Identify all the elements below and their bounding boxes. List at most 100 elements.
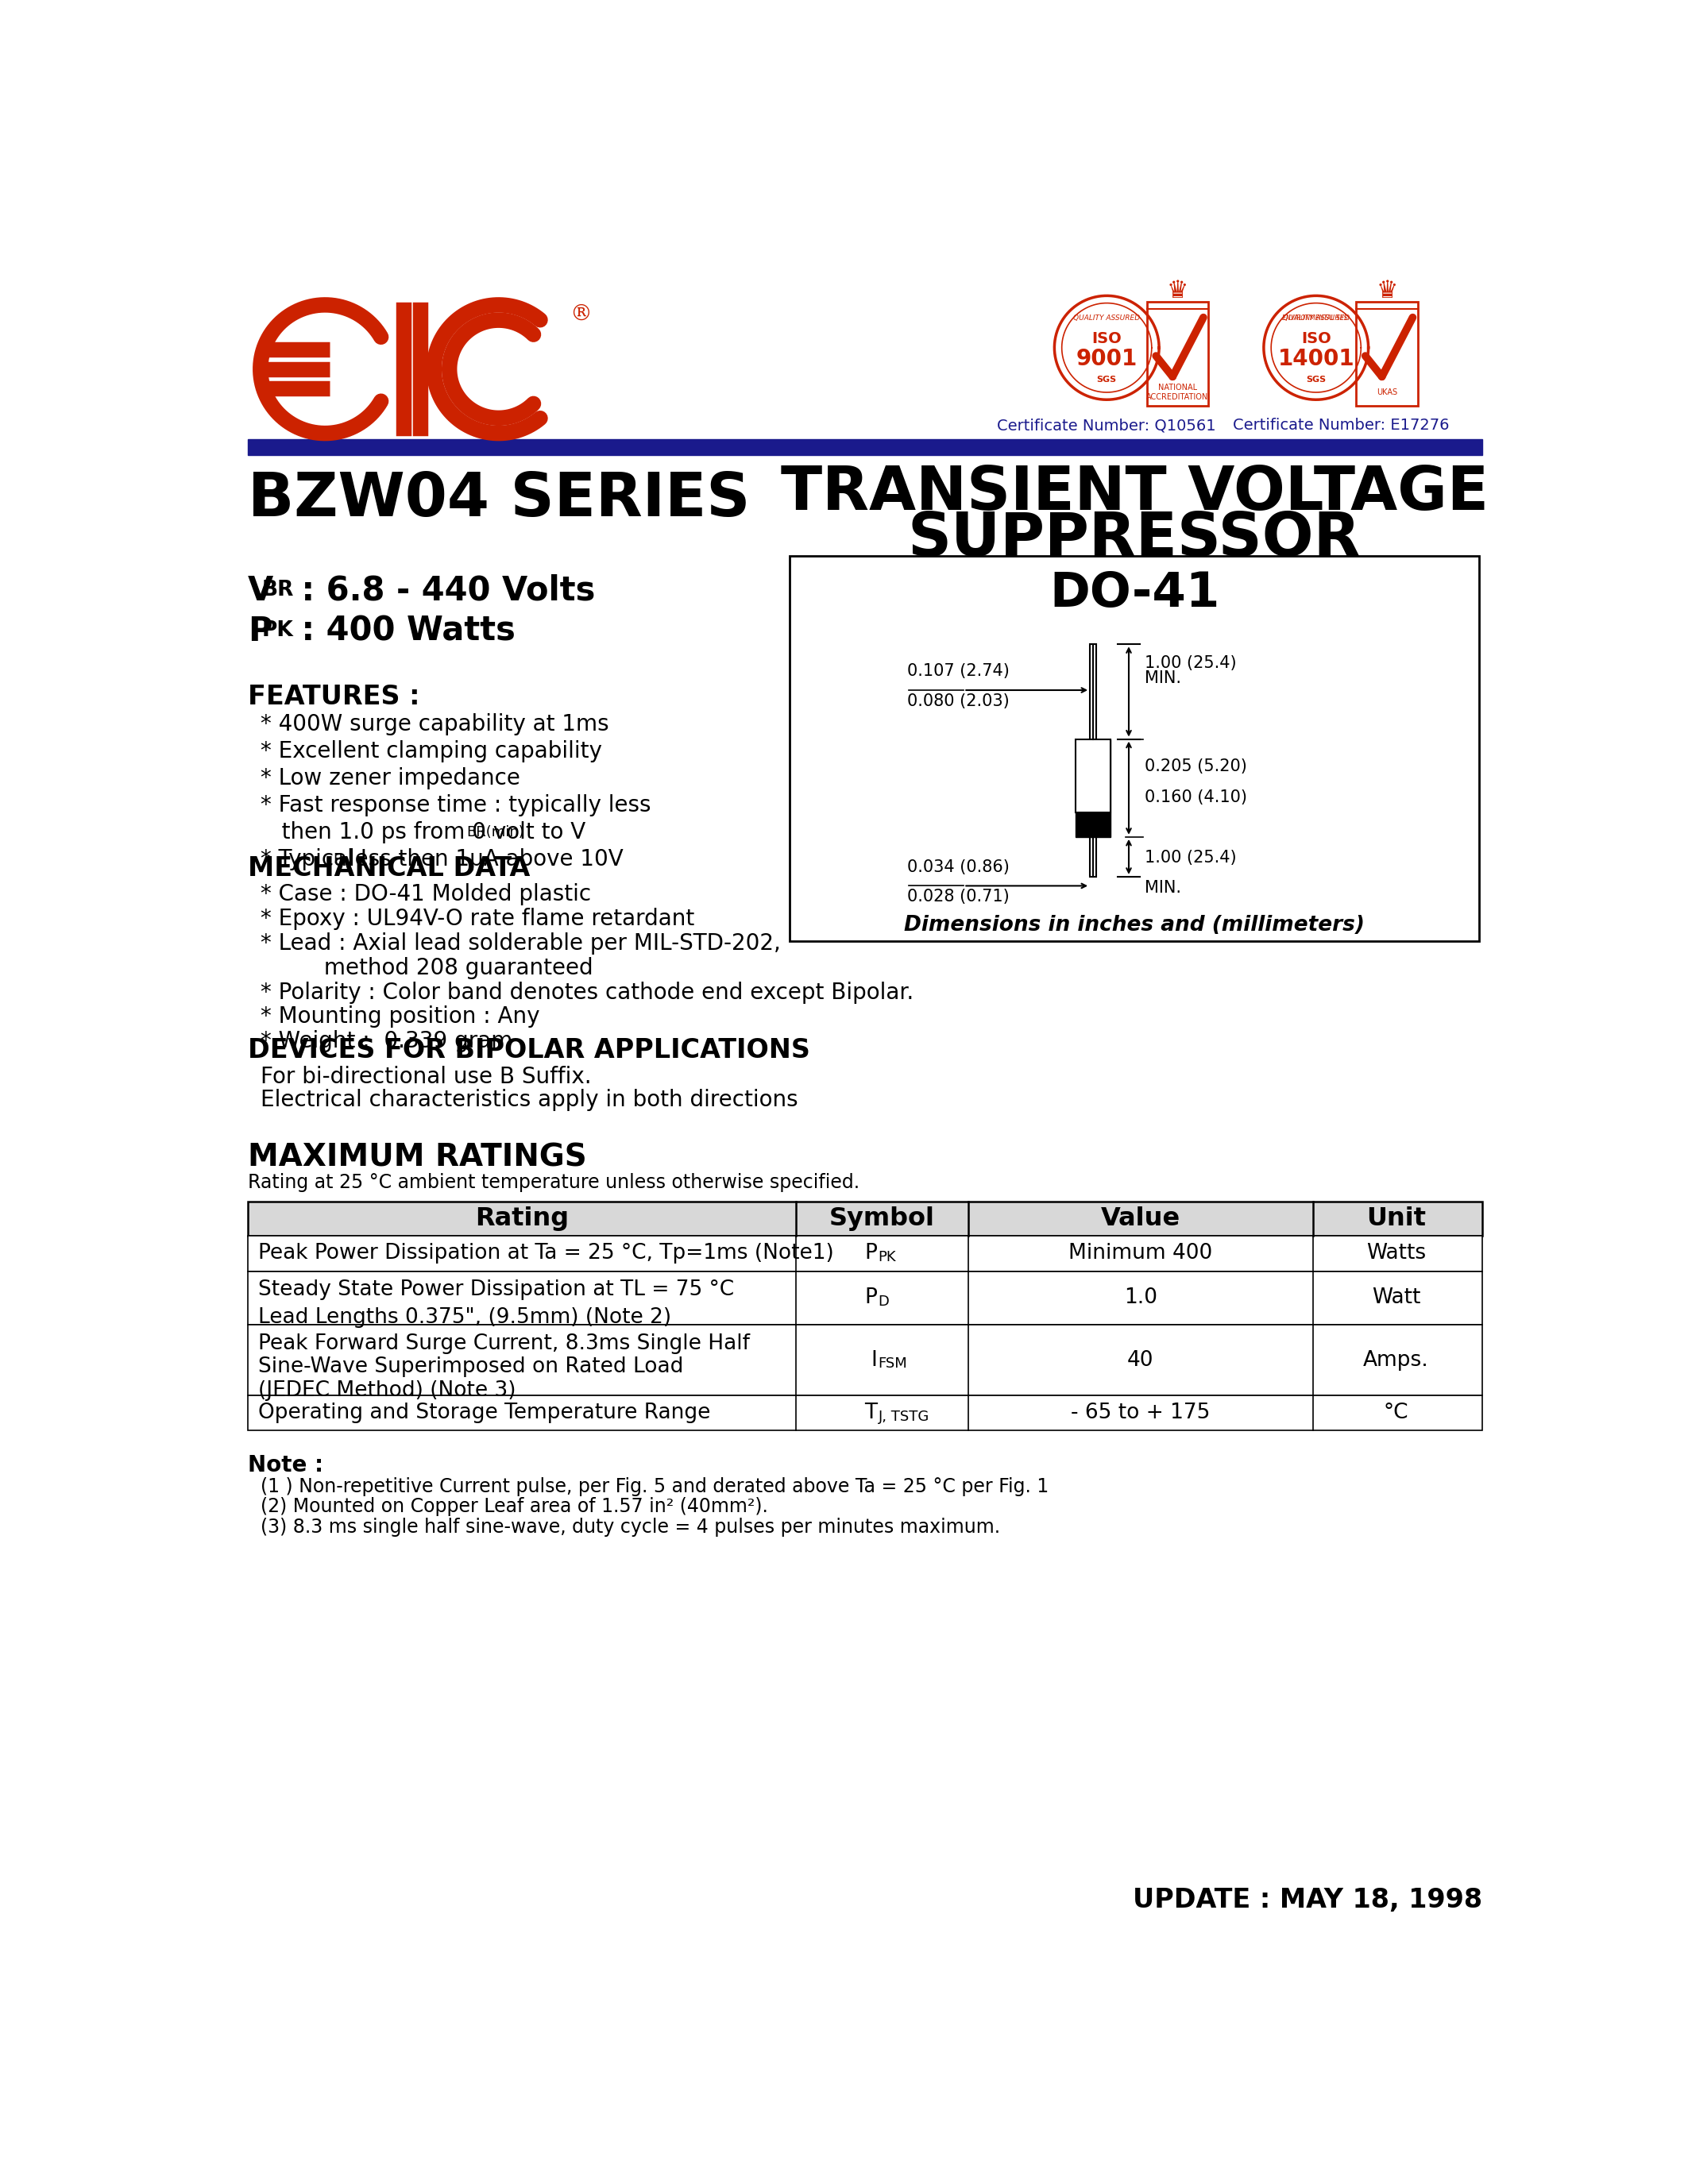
- Text: P: P: [864, 1243, 878, 1265]
- Text: * Typical I: * Typical I: [260, 847, 366, 869]
- Text: 1.00 (25.4): 1.00 (25.4): [1144, 850, 1237, 865]
- Text: J, TSTG: J, TSTG: [878, 1409, 930, 1424]
- Bar: [248, 1396, 1482, 1431]
- Text: MIN.: MIN.: [1144, 670, 1182, 686]
- Text: then 1.0 ps from 0 volt to V: then 1.0 ps from 0 volt to V: [260, 821, 586, 843]
- Text: ISO: ISO: [1301, 332, 1332, 345]
- Bar: [1090, 836, 1096, 876]
- Text: R: R: [334, 852, 343, 867]
- Text: 1.00 (25.4): 1.00 (25.4): [1144, 655, 1237, 670]
- Text: 14001: 14001: [1278, 347, 1354, 369]
- Text: Lead Lengths 0.375", (9.5mm) (Note 2): Lead Lengths 0.375", (9.5mm) (Note 2): [258, 1308, 670, 1328]
- Text: method 208 guaranteed: method 208 guaranteed: [260, 957, 592, 978]
- Text: QUALITY ASSURED: QUALITY ASSURED: [1074, 314, 1139, 321]
- Text: Symbol: Symbol: [829, 1206, 935, 1232]
- Text: 1.0: 1.0: [1124, 1289, 1158, 1308]
- Text: Watt: Watt: [1372, 1289, 1421, 1308]
- Text: (1 ) Non-repetitive Current pulse, per Fig. 5 and derated above Ta = 25 °C per F: (1 ) Non-repetitive Current pulse, per F…: [260, 1476, 1048, 1496]
- Text: D: D: [878, 1295, 890, 1308]
- Bar: [248, 1326, 1482, 1396]
- Text: 9001: 9001: [1075, 347, 1138, 369]
- Text: Watts: Watts: [1366, 1243, 1426, 1265]
- Text: SGS: SGS: [1307, 376, 1327, 384]
- Text: Peak Power Dissipation at Ta = 25 °C, Tp=1ms (Note1): Peak Power Dissipation at Ta = 25 °C, Tp…: [258, 1243, 834, 1265]
- Text: NATIONAL
ACCREDITATION: NATIONAL ACCREDITATION: [1146, 384, 1209, 402]
- Text: (JEDEC Method) (Note 3): (JEDEC Method) (Note 3): [258, 1380, 515, 1400]
- Text: : 6.8 - 440 Volts: : 6.8 - 440 Volts: [290, 574, 596, 607]
- Text: PK: PK: [878, 1249, 896, 1265]
- Text: * Epoxy : UL94V-O rate flame retardant: * Epoxy : UL94V-O rate flame retardant: [260, 909, 694, 930]
- Text: * Case : DO-41 Molded plastic: * Case : DO-41 Molded plastic: [260, 882, 591, 906]
- Text: 40: 40: [1128, 1350, 1155, 1369]
- Text: * 400W surge capability at 1ms: * 400W surge capability at 1ms: [260, 714, 609, 736]
- Text: FEATURES :: FEATURES :: [248, 684, 420, 710]
- Text: ♛: ♛: [1166, 280, 1188, 301]
- Text: Value: Value: [1101, 1206, 1180, 1232]
- Text: * Mounting position : Any: * Mounting position : Any: [260, 1005, 540, 1029]
- Text: DO-41: DO-41: [1050, 570, 1219, 616]
- Text: Certificate Number: E17276: Certificate Number: E17276: [1232, 417, 1448, 432]
- Text: Rating: Rating: [474, 1206, 569, 1232]
- Text: DEVICES FOR BIPOLAR APPLICATIONS: DEVICES FOR BIPOLAR APPLICATIONS: [248, 1037, 810, 1064]
- Text: I: I: [871, 1350, 878, 1369]
- Text: * Fast response time : typically less: * Fast response time : typically less: [260, 795, 650, 817]
- Text: less then 1μA above 10V: less then 1μA above 10V: [341, 847, 623, 869]
- Text: Sine-Wave Superimposed on Rated Load: Sine-Wave Superimposed on Rated Load: [258, 1356, 684, 1378]
- Bar: [790, 555, 1479, 941]
- Bar: [1075, 738, 1111, 836]
- Text: ENVIRONMENTAL SYS.: ENVIRONMENTAL SYS.: [1283, 314, 1350, 321]
- Text: MECHANICAL DATA: MECHANICAL DATA: [248, 856, 530, 882]
- Text: Steady State Power Dissipation at TL = 75 °C: Steady State Power Dissipation at TL = 7…: [258, 1280, 734, 1299]
- Text: 0.080 (2.03): 0.080 (2.03): [906, 692, 1009, 710]
- Text: Dimensions in inches and (millimeters): Dimensions in inches and (millimeters): [905, 915, 1364, 937]
- Text: TRANSIENT VOLTAGE: TRANSIENT VOLTAGE: [780, 463, 1489, 522]
- Text: 0.034 (0.86): 0.034 (0.86): [906, 858, 1009, 876]
- Bar: [1146, 301, 1209, 406]
- Bar: [1090, 644, 1096, 738]
- Text: For bi-directional use B Suffix.: For bi-directional use B Suffix.: [260, 1066, 591, 1088]
- Text: PK: PK: [262, 620, 294, 642]
- Text: 0.107 (2.74): 0.107 (2.74): [906, 664, 1009, 679]
- Bar: [1355, 301, 1418, 406]
- Text: Minimum 400: Minimum 400: [1069, 1243, 1212, 1265]
- Bar: [248, 1236, 1482, 1271]
- Text: UPDATE : MAY 18, 1998: UPDATE : MAY 18, 1998: [1133, 1887, 1482, 1913]
- Text: ®: ®: [569, 304, 591, 325]
- Text: ISO: ISO: [1092, 332, 1123, 345]
- Text: Note :: Note :: [248, 1455, 324, 1476]
- Text: ♛: ♛: [1376, 280, 1398, 301]
- Text: * Polarity : Color band denotes cathode end except Bipolar.: * Polarity : Color band denotes cathode …: [260, 981, 913, 1002]
- Text: * Lead : Axial lead solderable per MIL-STD-202,: * Lead : Axial lead solderable per MIL-S…: [260, 933, 780, 954]
- Text: P: P: [248, 614, 272, 649]
- Bar: [248, 1201, 1482, 1236]
- Text: Peak Forward Surge Current, 8.3ms Single Half: Peak Forward Surge Current, 8.3ms Single…: [258, 1334, 749, 1354]
- Text: °C: °C: [1384, 1402, 1408, 1424]
- Text: BR(min): BR(min): [466, 826, 525, 839]
- Text: MIN.: MIN.: [1144, 880, 1182, 895]
- Bar: [1075, 738, 1111, 812]
- Text: T: T: [864, 1402, 878, 1424]
- Text: Unit: Unit: [1366, 1206, 1426, 1232]
- Text: P: P: [864, 1289, 878, 1308]
- Text: (3) 8.3 ms single half sine-wave, duty cycle = 4 pulses per minutes maximum.: (3) 8.3 ms single half sine-wave, duty c…: [260, 1518, 999, 1538]
- Text: * Excellent clamping capability: * Excellent clamping capability: [260, 740, 601, 762]
- Text: BZW04 SERIES: BZW04 SERIES: [248, 470, 749, 529]
- Text: 0.028 (0.71): 0.028 (0.71): [906, 889, 1009, 904]
- Text: 0.160 (4.10): 0.160 (4.10): [1144, 788, 1247, 806]
- Bar: [248, 1271, 1482, 1326]
- Text: : 400 Watts: : 400 Watts: [290, 614, 515, 649]
- Text: (2) Mounted on Copper Leaf area of 1.57 in² (40mm²).: (2) Mounted on Copper Leaf area of 1.57 …: [260, 1498, 768, 1516]
- Text: * Weight :  0.339 gram: * Weight : 0.339 gram: [260, 1031, 513, 1053]
- Text: UKAS: UKAS: [1376, 389, 1398, 395]
- Text: MAXIMUM RATINGS: MAXIMUM RATINGS: [248, 1142, 587, 1173]
- Text: SUPPRESSOR: SUPPRESSOR: [908, 509, 1361, 568]
- Text: Rating at 25 °C ambient temperature unless otherwise specified.: Rating at 25 °C ambient temperature unle…: [248, 1173, 859, 1192]
- Text: SGS: SGS: [1097, 376, 1117, 384]
- Text: - 65 to + 175: - 65 to + 175: [1070, 1402, 1210, 1424]
- Text: BR: BR: [262, 581, 294, 601]
- Text: FSM: FSM: [878, 1356, 908, 1372]
- Text: Operating and Storage Temperature Range: Operating and Storage Temperature Range: [258, 1402, 711, 1424]
- Text: * Low zener impedance: * Low zener impedance: [260, 767, 520, 788]
- Bar: [248, 439, 1482, 454]
- Text: Certificate Number: Q10561: Certificate Number: Q10561: [998, 417, 1215, 432]
